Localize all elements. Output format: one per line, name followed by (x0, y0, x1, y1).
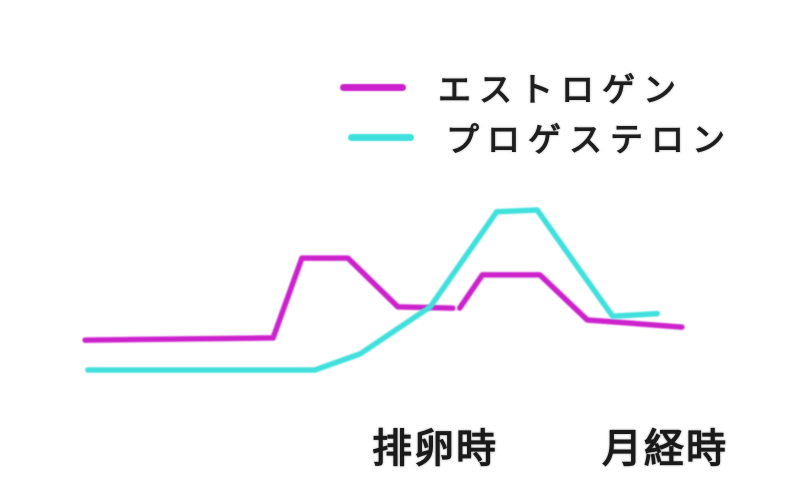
progesterone-line (85, 207, 661, 373)
legend-item-progesterone: プロゲステロン (340, 112, 733, 162)
x-axis-label-ovulation: 排卵時 (372, 426, 498, 472)
legend-label-estrogen: エストロゲン (438, 70, 684, 109)
progesterone-line-swatch (348, 133, 414, 141)
estrogen-line-swatch (340, 83, 406, 91)
axes (52, 38, 743, 416)
x-axis-label-menstruation: 月経時 (602, 426, 728, 472)
estrogen-line-segment-2 (456, 272, 685, 330)
legend-item-estrogen: エストロゲン (340, 62, 733, 112)
legend-label-progesterone: プロゲステロン (446, 120, 733, 159)
legend: エストロゲン プロゲステロン (340, 62, 733, 162)
series-lines (82, 207, 685, 373)
estrogen-line-segment-1 (82, 255, 456, 343)
